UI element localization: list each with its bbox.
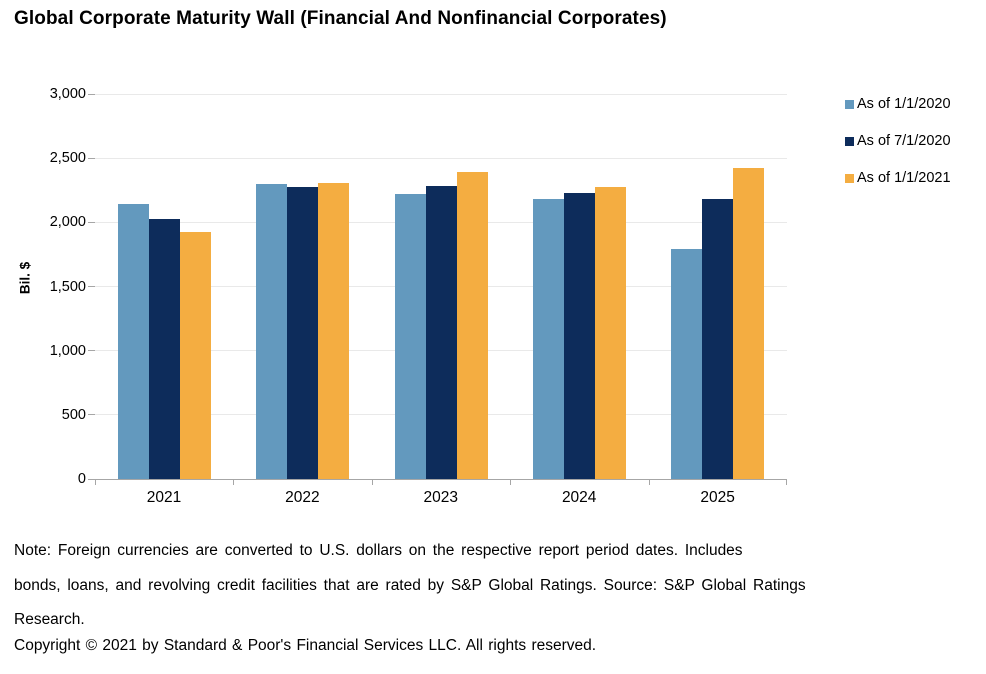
y-axis-tick <box>88 221 95 223</box>
chart-title: Global Corporate Maturity Wall (Financia… <box>14 8 667 29</box>
legend-label: As of 1/1/2021 <box>857 170 951 186</box>
y-axis-tick-label: 3,000 <box>49 86 86 102</box>
legend-label: As of 7/1/2020 <box>857 133 951 149</box>
y-axis-tick-label: 2,500 <box>49 150 86 167</box>
chart-plot-area <box>88 93 787 485</box>
bar-2024-series-3 <box>594 187 626 479</box>
x-axis-tick <box>510 479 512 485</box>
x-axis-label-2024: 2024 <box>561 489 597 506</box>
bar-2022-series-1 <box>256 184 288 479</box>
x-axis-tick <box>371 479 373 485</box>
x-axis-tick <box>786 479 787 485</box>
x-axis-label-2022: 2022 <box>285 489 320 506</box>
bar-2025-series-1 <box>671 248 703 479</box>
x-axis-tick <box>95 479 96 485</box>
x-axis-label-2021: 2021 <box>146 489 182 506</box>
y-axis-tick <box>88 93 95 95</box>
y-axis-tick-label: 1,000 <box>49 342 86 359</box>
bar-2024-series-1 <box>532 198 564 479</box>
legend-item: As of 1/1/2021 <box>845 169 951 186</box>
x-axis-label-2023: 2023 <box>423 489 459 506</box>
bar-2023-series-3 <box>456 171 488 479</box>
bar-2023-series-2 <box>425 186 457 479</box>
bar-2022-series-3 <box>318 182 350 479</box>
legend-item: As of 1/1/2020 <box>845 95 951 112</box>
legend-color-swatch <box>845 137 854 146</box>
copyright-text: Copyright © 2021 by Standard & Poor's Fi… <box>14 637 597 654</box>
note-line: Note: Foreign currencies are converted t… <box>14 542 743 559</box>
bar-2023-series-1 <box>394 194 426 479</box>
legend-item: As of 7/1/2020 <box>845 132 951 149</box>
x-axis-label-2025: 2025 <box>700 489 735 506</box>
gridline <box>95 157 787 159</box>
chart-note: Note: Foreign currencies are converted t… <box>14 534 846 638</box>
bar-2021-series-2 <box>148 219 180 479</box>
note-line: Research. <box>14 611 85 628</box>
bar-2025-series-3 <box>733 167 765 479</box>
y-axis-tick <box>88 414 95 416</box>
legend-color-swatch <box>845 174 854 183</box>
bar-2022-series-2 <box>287 187 319 479</box>
y-axis-tick-label: 0 <box>77 471 86 487</box>
legend-label: As of 1/1/2020 <box>857 96 951 112</box>
y-axis-tick <box>88 478 95 480</box>
bar-2025-series-2 <box>702 198 734 479</box>
y-axis-tick <box>88 350 95 352</box>
bar-2021-series-3 <box>179 231 211 479</box>
y-axis-tick <box>88 157 95 159</box>
y-axis-tick-label: 500 <box>61 406 86 423</box>
gridline <box>95 93 787 95</box>
note-line: bonds, loans, and revolving credit facil… <box>14 576 806 594</box>
bar-2021-series-1 <box>117 203 149 479</box>
y-axis-tick <box>88 286 95 287</box>
x-axis-line <box>95 479 787 480</box>
y-axis-tick-label: 2,000 <box>49 214 86 231</box>
legend-color-swatch <box>845 100 854 109</box>
x-axis-tick <box>648 479 650 485</box>
x-axis-tick <box>233 479 235 485</box>
y-axis-tick-label: 1,500 <box>49 278 86 295</box>
bar-2024-series-2 <box>563 193 595 479</box>
